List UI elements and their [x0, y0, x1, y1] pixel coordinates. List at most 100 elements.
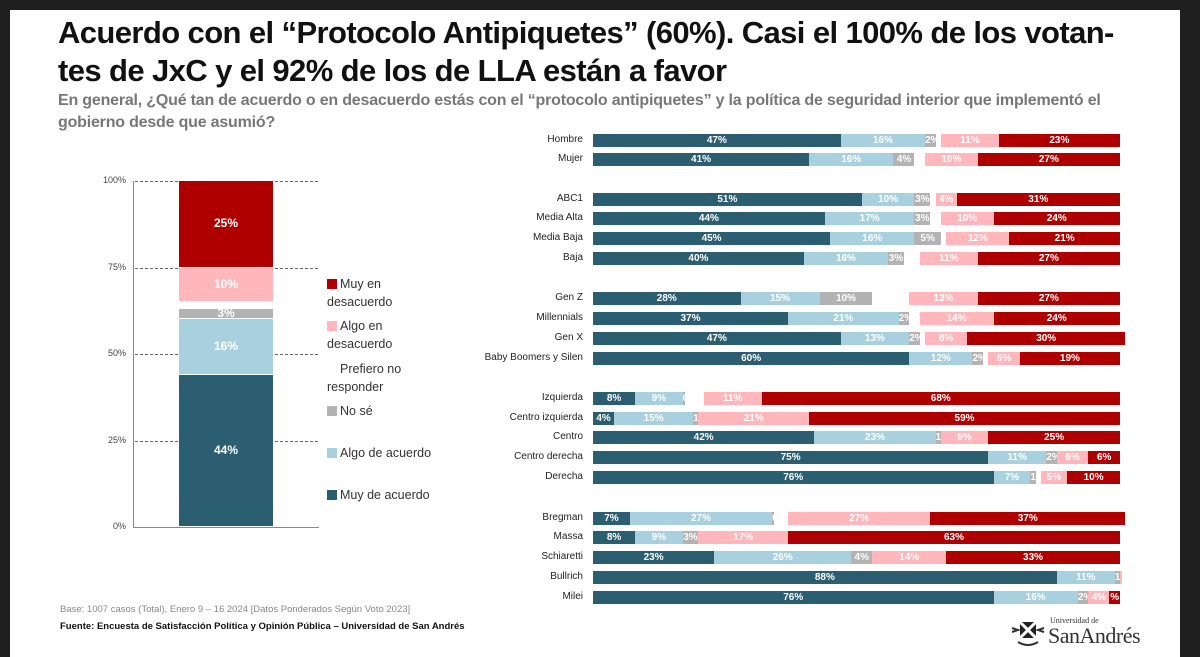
title-line-2: tes de JxC y el 92% de los de LLA están …	[58, 53, 727, 88]
bar-segment-muy_desacuerdo: 27%	[977, 292, 1120, 305]
bar-segment-muy_acuerdo: 23%	[593, 551, 715, 564]
bar-segment-muy_acuerdo: 7%	[593, 512, 630, 525]
legend-item: Algo en desacuerdo	[327, 317, 447, 353]
row-label: Millennials	[536, 312, 583, 323]
bar-segment-algo_acuerdo: 16%	[803, 252, 889, 265]
bar-segment-algo_acuerdo: 15%	[740, 292, 820, 305]
bar-segment-prefiero	[982, 352, 989, 365]
bar-segment-algo_acuerdo: 9%	[635, 531, 683, 544]
bar-segment-algo_desacuerdo: 10%	[940, 212, 994, 225]
y-tick-label: 25%	[107, 434, 126, 445]
row-label: Centro derecha	[514, 451, 583, 462]
bar-segment-no_se: 2%	[1077, 591, 1093, 604]
bar-segment-muy_desacuerdo: 59%	[809, 412, 1120, 425]
bar-segment-muy_desacuerdo: 6%	[1088, 451, 1120, 464]
row-label: Schiaretti	[541, 551, 583, 562]
bar-segment-algo_acuerdo: 16%	[809, 153, 894, 166]
legend-label: Algo en desacuerdo	[327, 319, 393, 351]
row-label: Gen X	[554, 332, 583, 343]
bar-segment-muy_acuerdo: 45%	[593, 232, 831, 245]
bar-segment-no_se: 2%	[972, 352, 987, 365]
bar-segment-muy_desacuerdo: 21%	[1009, 232, 1120, 245]
row-label: Centro	[552, 431, 583, 442]
bar-segment-algo_desacuerdo: 8%	[925, 332, 968, 345]
title-line-1: Acuerdo con el “Protocolo Antipiquetes” …	[58, 15, 1114, 50]
bar-segment-algo_desacuerdo: 9%	[940, 431, 989, 444]
bar-segment-no_se: 3%	[914, 193, 931, 206]
bar-segment-algo_acuerdo: 13%	[840, 332, 910, 345]
legend-label: Algo de acuerdo	[340, 446, 432, 460]
row-label: ABC1	[556, 193, 583, 204]
legend-label: Muy en desacuerdo	[327, 277, 393, 309]
bar-segment-muy_desacuerdo: 27%	[977, 153, 1120, 166]
bar-segment-muy_desacuerdo: 37%	[930, 512, 1126, 525]
bar-segment-no_se: 4%	[893, 153, 915, 166]
bar-segment-muy_acuerdo: 42%	[593, 431, 815, 444]
legend-swatch	[327, 279, 337, 289]
bar-segment-algo_desacuerdo: 11%	[940, 134, 999, 147]
total-segment-muy_desacuerdo: 25%	[179, 181, 273, 267]
bar-segment-muy_desacuerdo: 31%	[956, 193, 1120, 206]
bar-segment-muy_desacuerdo: 33%	[946, 551, 1120, 564]
bar-segment-algo_acuerdo: 10%	[861, 193, 915, 206]
bar-segment-algo_desacuerdo	[1120, 571, 1122, 584]
bar-segment-muy_acuerdo: 76%	[593, 471, 994, 484]
legend-item: Muy de acuerdo	[327, 486, 447, 504]
bar-segment-algo_acuerdo: 11%	[988, 451, 1047, 464]
bar-segment-algo_acuerdo: 7%	[993, 471, 1031, 484]
bar-segment-algo_desacuerdo: 14%	[872, 551, 947, 564]
row-label: Baja	[562, 252, 583, 263]
row-label: Bullrich	[550, 571, 583, 582]
bar-segment-prefiero	[774, 512, 788, 525]
bar-segment-prefiero	[909, 312, 920, 325]
y-tick-label: 50%	[107, 348, 126, 358]
bar-segment-prefiero	[903, 252, 920, 265]
legend-label: Prefiero no responder	[327, 362, 402, 394]
row-label: Hombre	[547, 134, 583, 145]
bar-segment-prefiero	[919, 332, 925, 345]
bar-segment-algo_desacuerdo: 4%	[935, 193, 957, 206]
y-tick-label: 100%	[102, 175, 126, 185]
university-logo: Universidad de SanAndrés	[1010, 616, 1175, 650]
row-label: Milei	[562, 591, 583, 602]
row-label: Baby Boomers y Silen	[484, 352, 583, 363]
bar-segment-algo_acuerdo: 27%	[629, 512, 773, 525]
bar-segment-algo_acuerdo: 16%	[830, 232, 915, 245]
row-label: Media Baja	[532, 232, 583, 243]
bar-segment-algo_desacuerdo: 11%	[919, 252, 978, 265]
bar-segment-prefiero	[872, 292, 910, 305]
bar-segment-algo_desacuerdo: 10%	[925, 153, 978, 166]
bar-segment-no_se: 2%	[1046, 451, 1061, 464]
bar-segment-algo_acuerdo: 17%	[824, 212, 915, 225]
legend-swatch	[327, 321, 337, 331]
bar-segment-no_se: 2%	[925, 134, 940, 147]
bar-segment-no_se: 10%	[819, 292, 873, 305]
legend-swatch	[327, 448, 337, 458]
y-tick-label: 0%	[112, 521, 126, 531]
bar-segment-algo_desacuerdo: 5%	[1040, 471, 1068, 484]
bar-segment-prefiero	[940, 232, 947, 245]
bar-segment-muy_desacuerdo: 23%	[998, 134, 1120, 147]
bar-segment-prefiero	[930, 193, 936, 206]
bar-segment-muy_acuerdo: 75%	[593, 451, 989, 464]
bar-segment-algo_acuerdo: 21%	[787, 312, 899, 325]
bar-segment-muy_acuerdo: 51%	[593, 193, 862, 206]
bar-segment-algo_acuerdo: 23%	[814, 431, 936, 444]
bar-segment-muy_acuerdo: 28%	[593, 292, 741, 305]
row-label: Media Alta	[536, 212, 583, 223]
bar-segment-muy_desacuerdo: 19%	[1019, 352, 1120, 365]
bar-segment-muy_acuerdo: 88%	[593, 571, 1057, 584]
question-subtitle: En general, ¿Qué tan de acuerdo o en des…	[58, 92, 1101, 131]
bar-segment-muy_acuerdo: 8%	[593, 392, 636, 405]
legend-swatch	[327, 406, 337, 416]
y-tick-label: 75%	[107, 261, 126, 272]
bar-segment-algo_acuerdo: 26%	[714, 551, 852, 564]
legend-swatch	[327, 490, 337, 500]
bar-segment-algo_desacuerdo: 4%	[1088, 591, 1110, 604]
bar-segment-muy_acuerdo: 37%	[593, 312, 788, 325]
bar-segment-muy_acuerdo: 47%	[593, 134, 841, 147]
x-axis-line	[133, 527, 319, 528]
bar-segment-prefiero	[684, 392, 704, 405]
bar-segment-no_se: 1%	[1114, 571, 1129, 584]
bar-segment-algo_desacuerdo: 11%	[703, 392, 762, 405]
